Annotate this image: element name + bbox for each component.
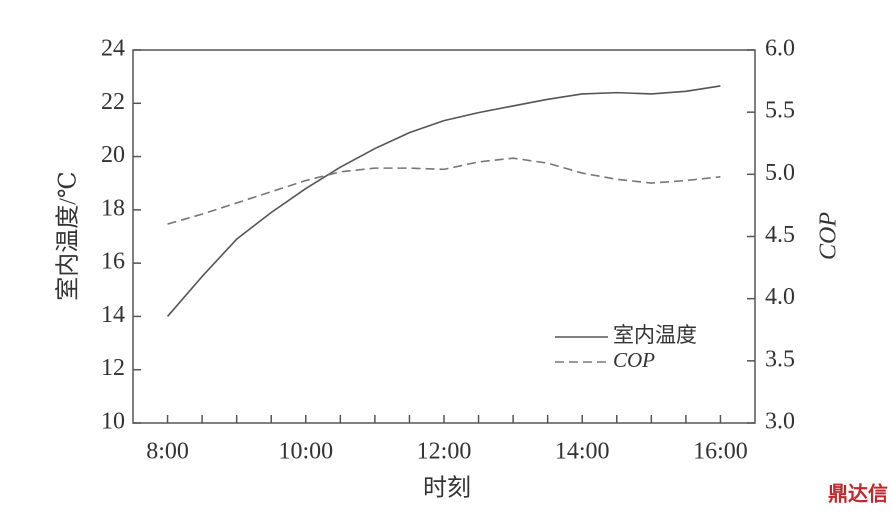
y-tick-label: 16 [101, 249, 125, 275]
legend-label: 室内温度 [613, 323, 697, 347]
watermark: 鼎达信 [828, 482, 888, 506]
y-tick-label: 20 [101, 142, 125, 168]
y-tick-label: 10 [101, 409, 125, 435]
y-tick-label: 14 [101, 302, 125, 328]
series-line [166, 85, 721, 317]
y2-tick-label: 5.5 [765, 98, 795, 124]
y2-tick-label: 4.0 [765, 284, 795, 310]
x-axis-label: 时刻 [423, 475, 471, 502]
y2-tick-label: 4.5 [765, 222, 795, 248]
y-tick-label: 24 [101, 36, 125, 62]
y2-tick-label: 3.0 [765, 409, 795, 435]
y2-axis-label: COP [816, 212, 842, 260]
legend-label: COP [613, 348, 655, 372]
x-tick-label: 8:00 [146, 439, 189, 465]
plot-frame [132, 49, 756, 424]
y2-tick-label: 6.0 [765, 36, 795, 62]
x-tick-label: 14:00 [555, 439, 610, 465]
y2-tick-label: 3.5 [765, 346, 795, 372]
x-tick-label: 16:00 [693, 439, 748, 465]
y-axis-label: 室内温度/℃ [55, 171, 82, 301]
y2-tick-label: 5.0 [765, 160, 795, 186]
y-tick-label: 22 [101, 89, 125, 115]
x-tick-label: 10:00 [278, 439, 333, 465]
y-tick-label: 18 [101, 195, 125, 221]
series-line [167, 157, 721, 225]
x-tick-label: 12:00 [417, 439, 472, 465]
y-tick-label: 12 [101, 355, 125, 381]
